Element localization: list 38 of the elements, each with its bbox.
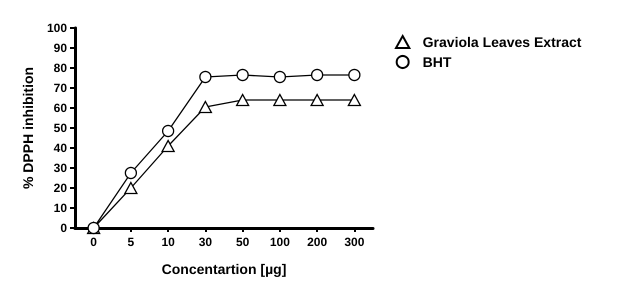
x-tick-label: 50: [236, 235, 250, 249]
y-tick-label: 80: [54, 61, 68, 75]
point: [310, 94, 324, 106]
y-tick-label: 70: [54, 81, 68, 95]
point: [199, 70, 212, 84]
point: [87, 222, 100, 234]
x-tick-label: 200: [307, 235, 328, 249]
point: [274, 70, 286, 84]
y-tick-label: 100: [46, 21, 68, 35]
y-axis-title: % DPPH inhibition: [20, 66, 36, 190]
x-tick-label: 0: [90, 235, 98, 249]
x-tick-label: 30: [198, 235, 212, 249]
y-tick-label: 10: [54, 201, 68, 215]
legend-label: BHT: [422, 54, 452, 70]
point: [124, 182, 138, 194]
y-tick-label: 20: [54, 181, 68, 195]
y-tick-label: 30: [54, 161, 68, 175]
y-tick-label: 60: [54, 101, 68, 115]
x-tick-label: 5: [128, 235, 135, 249]
y-tick-label: 40: [54, 141, 68, 155]
point: [161, 140, 175, 152]
point: [198, 100, 212, 114]
point: [236, 68, 249, 82]
y-tick-label: 0: [60, 221, 68, 235]
x-tick-label: 10: [161, 235, 176, 249]
point: [236, 94, 250, 106]
x-tick-label: 300: [344, 235, 365, 249]
x-tick-label: 100: [270, 235, 290, 249]
point: [273, 94, 287, 106]
y-tick-label: 90: [54, 41, 68, 55]
point: [348, 94, 362, 106]
y-tick-label: 50: [54, 121, 68, 135]
x-axis-title: Concentartion [µg]: [162, 261, 286, 277]
point: [310, 68, 324, 82]
legend-label: Graviola Leaves Extract: [422, 34, 582, 50]
point: [162, 124, 174, 138]
point: [348, 68, 361, 82]
point: [124, 166, 138, 180]
